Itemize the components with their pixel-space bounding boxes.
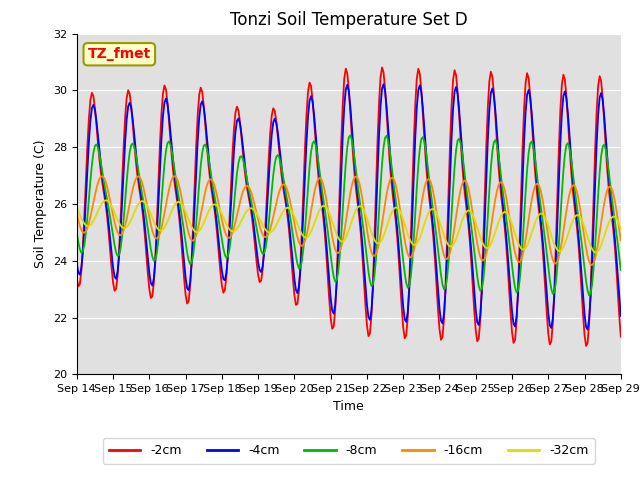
Title: Tonzi Soil Temperature Set D: Tonzi Soil Temperature Set D — [230, 11, 468, 29]
-8cm — [88, 162, 96, 168]
-16cm — [588, 262, 596, 268]
-8cm — [552, 280, 559, 286]
-2cm — [88, 90, 96, 96]
X-axis label: Time: Time — [333, 400, 364, 413]
-16cm — [403, 245, 410, 251]
-8cm — [415, 162, 422, 168]
-4cm — [552, 260, 559, 266]
-16cm — [617, 237, 625, 243]
-4cm — [380, 81, 387, 87]
-32cm — [88, 220, 96, 226]
-16cm — [176, 184, 184, 190]
-2cm — [174, 205, 182, 211]
-2cm — [378, 65, 386, 71]
Line: -8cm: -8cm — [77, 135, 621, 295]
-4cm — [384, 123, 392, 129]
-4cm — [415, 87, 422, 93]
-8cm — [585, 292, 593, 298]
-8cm — [346, 132, 354, 138]
-8cm — [403, 280, 410, 286]
-4cm — [617, 313, 625, 319]
-2cm — [384, 134, 392, 140]
-32cm — [176, 199, 184, 205]
-32cm — [403, 227, 410, 232]
Text: TZ_fmet: TZ_fmet — [88, 47, 151, 61]
-2cm — [415, 66, 422, 72]
-16cm — [415, 223, 422, 228]
Y-axis label: Soil Temperature (C): Soil Temperature (C) — [35, 140, 47, 268]
-16cm — [171, 173, 179, 179]
-4cm — [73, 261, 81, 266]
Line: -2cm: -2cm — [77, 68, 621, 346]
-4cm — [88, 105, 96, 111]
-32cm — [102, 197, 109, 203]
-8cm — [617, 267, 625, 273]
-4cm — [174, 199, 182, 205]
-8cm — [73, 230, 81, 236]
-32cm — [617, 226, 625, 232]
-16cm — [88, 207, 96, 213]
-4cm — [584, 326, 591, 332]
-32cm — [552, 245, 559, 251]
Line: -16cm: -16cm — [77, 176, 621, 265]
-32cm — [415, 238, 422, 244]
-8cm — [384, 137, 392, 143]
Line: -4cm: -4cm — [77, 84, 621, 329]
-4cm — [403, 319, 410, 325]
-32cm — [384, 220, 392, 226]
-32cm — [591, 250, 599, 255]
-2cm — [582, 343, 590, 349]
-2cm — [617, 334, 625, 339]
-2cm — [552, 243, 559, 249]
Line: -32cm: -32cm — [77, 200, 621, 252]
-32cm — [73, 205, 81, 211]
-16cm — [552, 261, 559, 266]
-2cm — [73, 276, 81, 281]
-16cm — [384, 184, 392, 190]
-2cm — [403, 333, 410, 338]
-16cm — [73, 211, 81, 216]
Legend: -2cm, -4cm, -8cm, -16cm, -32cm: -2cm, -4cm, -8cm, -16cm, -32cm — [103, 438, 595, 464]
-8cm — [174, 191, 182, 196]
